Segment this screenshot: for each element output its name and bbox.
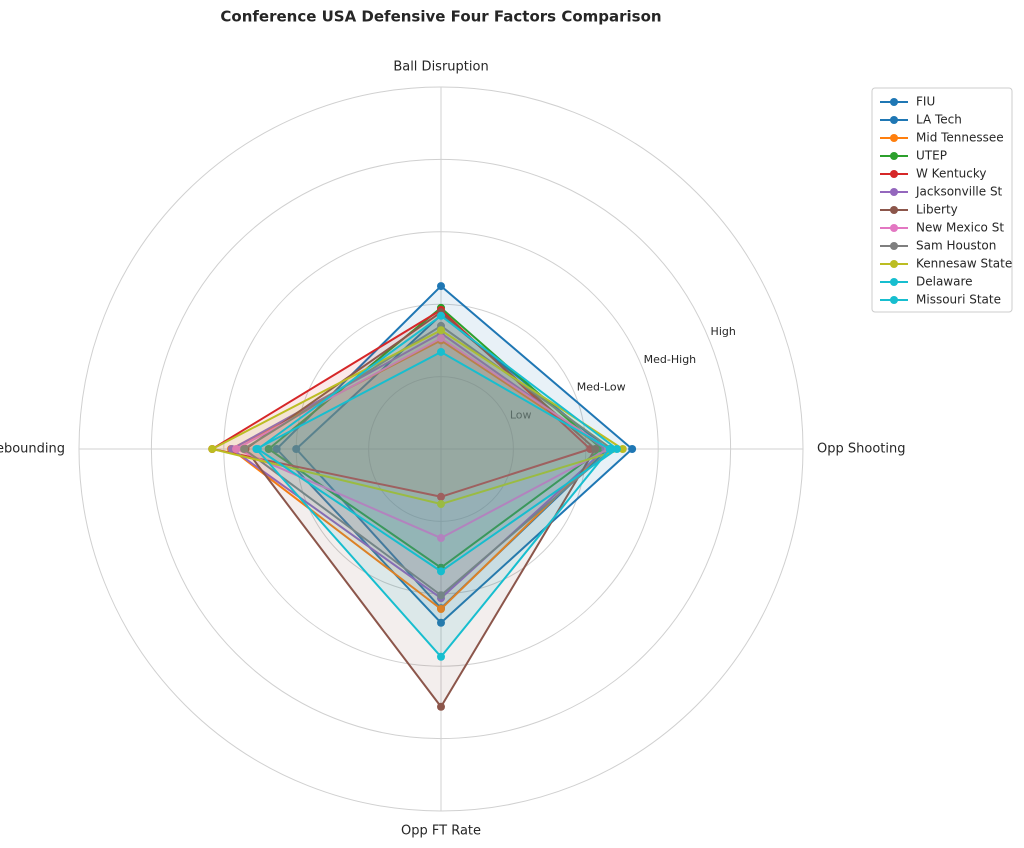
radial-tick-label: Med-High bbox=[644, 353, 697, 366]
legend-marker bbox=[890, 116, 898, 124]
legend-marker bbox=[890, 98, 898, 106]
legend-marker bbox=[890, 188, 898, 196]
legend-marker bbox=[890, 260, 898, 268]
legend-label: Jacksonville St bbox=[915, 185, 1003, 199]
legend-marker bbox=[890, 170, 898, 178]
legend-label: UTEP bbox=[916, 149, 947, 163]
legend-label: Liberty bbox=[916, 203, 958, 217]
point bbox=[292, 445, 301, 453]
legend-label: Mid Tennessee bbox=[916, 131, 1004, 145]
point bbox=[208, 445, 217, 453]
legend-marker bbox=[890, 278, 898, 286]
point bbox=[437, 652, 445, 661]
axis-label: Opp FT Rate bbox=[401, 824, 481, 839]
legend-marker bbox=[890, 152, 898, 160]
legend-label: Missouri State bbox=[916, 293, 1001, 307]
point bbox=[591, 445, 600, 453]
series bbox=[208, 326, 627, 509]
point bbox=[252, 445, 261, 453]
legend-box bbox=[871, 87, 1013, 313]
point bbox=[628, 445, 637, 453]
legend-label: Kennesaw State bbox=[916, 257, 1012, 271]
radial-tick-label: Low bbox=[510, 408, 532, 421]
point bbox=[437, 492, 445, 501]
point bbox=[437, 311, 445, 320]
point bbox=[437, 334, 445, 343]
point bbox=[605, 445, 614, 453]
point bbox=[618, 445, 627, 453]
point bbox=[437, 702, 445, 711]
point bbox=[437, 347, 445, 356]
radial-tick-label: Med-Low bbox=[577, 381, 626, 394]
radial-tick-label: High bbox=[711, 325, 736, 338]
point bbox=[272, 445, 281, 453]
axis-label: Ball Disruption bbox=[393, 60, 488, 75]
series bbox=[253, 311, 621, 576]
point bbox=[612, 445, 621, 453]
point bbox=[437, 618, 445, 627]
legend-label: LA Tech bbox=[916, 113, 962, 127]
point bbox=[264, 445, 273, 453]
axis-label: Def Rebounding bbox=[0, 442, 65, 457]
legend-label: W Kentucky bbox=[916, 167, 986, 181]
point bbox=[437, 282, 445, 291]
legend-label: New Mexico St bbox=[916, 221, 1004, 235]
legend-label: FIU bbox=[916, 95, 935, 109]
point bbox=[232, 445, 241, 453]
point bbox=[240, 445, 249, 453]
legend-marker bbox=[890, 242, 898, 250]
point bbox=[437, 605, 445, 614]
point bbox=[437, 567, 445, 576]
point bbox=[437, 534, 445, 543]
series bbox=[252, 347, 614, 661]
legend-marker bbox=[890, 224, 898, 232]
legend-label: Sam Houston bbox=[916, 239, 996, 253]
legend-marker bbox=[890, 134, 898, 142]
legend-marker bbox=[890, 206, 898, 214]
legend-marker bbox=[890, 296, 898, 304]
chart-title: Conference USA Defensive Four Factors Co… bbox=[220, 8, 661, 26]
legend-label: Delaware bbox=[916, 275, 973, 289]
point bbox=[437, 500, 445, 509]
axis-label: Opp Shooting bbox=[817, 442, 905, 457]
point bbox=[437, 326, 445, 335]
point bbox=[437, 591, 445, 600]
